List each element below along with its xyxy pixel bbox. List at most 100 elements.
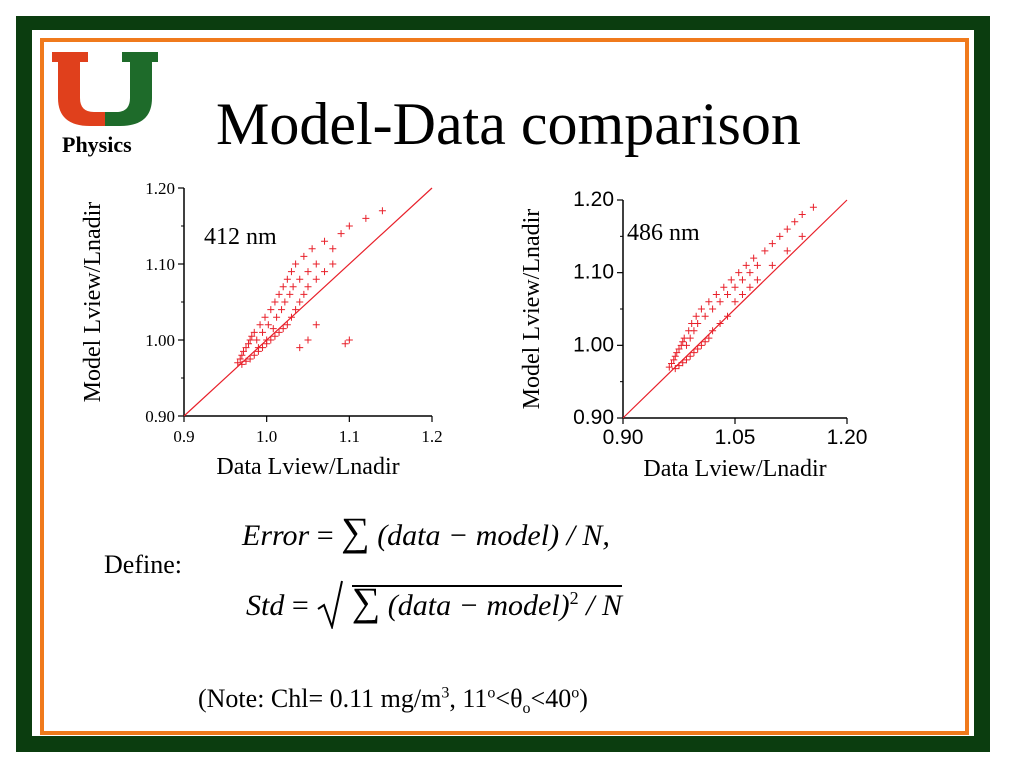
- reference-line: [183, 187, 433, 417]
- note-mid2: <θ: [495, 684, 523, 713]
- data-point: [283, 321, 291, 329]
- data-point: [248, 332, 256, 340]
- data-point: [362, 214, 370, 222]
- logo-text: Physics: [62, 132, 132, 157]
- data-point: [686, 334, 694, 342]
- y-tick-label: 1.10: [573, 261, 614, 284]
- data-point: [267, 336, 275, 344]
- data-point: [304, 336, 312, 344]
- data-point: [761, 247, 769, 255]
- data-point: [709, 305, 717, 313]
- error-formula-equals: =: [316, 519, 334, 552]
- data-point: [716, 298, 724, 306]
- x-tick-label: 1.20: [827, 426, 868, 449]
- reference-line: [622, 199, 848, 419]
- data-point: [798, 232, 806, 240]
- data-point: [768, 261, 776, 269]
- data-point: [701, 312, 709, 320]
- data-point: [341, 340, 349, 348]
- note-sup-unit: 3: [441, 684, 450, 702]
- x-tick-label: 1.05: [715, 426, 756, 449]
- university-u-logo: [52, 52, 158, 126]
- data-point: [283, 275, 291, 283]
- y-axis-label: Model Lview/Lnadir: [80, 202, 106, 403]
- data-point: [378, 207, 386, 215]
- data-point: [709, 327, 717, 335]
- sqrt-sign: [316, 579, 344, 631]
- data-point: [697, 305, 705, 313]
- data-point: [668, 360, 676, 367]
- y-axis-label: Model Lview/Lnadir: [519, 209, 545, 410]
- data-point: [727, 276, 735, 284]
- data-point: [705, 334, 713, 342]
- data-point: [738, 290, 746, 298]
- data-point: [675, 362, 683, 370]
- data-point: [242, 344, 250, 352]
- sqrt-radical-icon: [317, 580, 344, 631]
- data-point: [679, 338, 687, 346]
- data-point: [798, 211, 806, 219]
- wavelength-annotation: 412 nm: [204, 224, 277, 250]
- data-point: [246, 336, 254, 344]
- data-point: [345, 222, 353, 230]
- data-point: [300, 252, 308, 260]
- data-point: [271, 298, 279, 306]
- data-point: [675, 345, 683, 353]
- note-text: (Note: Chl= 0.11 mg/m3, 11o<θo<40o): [198, 684, 588, 718]
- data-point: [694, 345, 702, 353]
- data-point: [753, 276, 761, 284]
- data-point: [304, 268, 312, 276]
- error-formula-sum: ∑: [341, 509, 370, 554]
- x-tick-label: 1.0: [256, 427, 277, 446]
- data-point: [791, 218, 799, 226]
- note-suffix: ): [579, 684, 588, 713]
- data-point: [278, 306, 286, 314]
- data-point: [671, 365, 679, 373]
- data-point: [753, 261, 761, 269]
- data-point: [688, 320, 696, 328]
- data-point: [321, 268, 329, 276]
- data-point: [250, 351, 258, 359]
- data-point: [236, 355, 244, 363]
- data-point: [286, 290, 294, 298]
- data-point: [273, 313, 281, 321]
- data-point: [254, 347, 262, 355]
- data-point: [242, 357, 250, 365]
- data-point: [750, 254, 758, 262]
- data-point: [289, 283, 297, 291]
- x-tick-label: 1.1: [339, 427, 360, 446]
- data-point: [692, 312, 700, 320]
- std-formula-power: 2: [569, 588, 579, 608]
- wavelength-annotation: 486 nm: [627, 220, 700, 246]
- data-point: [742, 261, 750, 269]
- data-point: [308, 245, 316, 253]
- data-point: [246, 355, 254, 363]
- data-point: [731, 283, 739, 291]
- slide-border-orange: [40, 38, 969, 735]
- std-formula-lhs: Std: [246, 589, 285, 622]
- data-point: [337, 230, 345, 238]
- data-point: [279, 283, 287, 291]
- data-point: [690, 327, 698, 335]
- error-formula-lhs: Error: [242, 519, 310, 552]
- data-point: [279, 325, 287, 333]
- data-point: [312, 260, 320, 268]
- data-point: [261, 313, 269, 321]
- data-point: [720, 283, 728, 291]
- data-point: [670, 356, 678, 364]
- data-point: [269, 325, 277, 333]
- std-formula-equals: =: [291, 589, 309, 622]
- data-point: [240, 347, 248, 355]
- x-axis-label: Data Lview/Lnadir: [643, 456, 826, 482]
- data-point: [329, 245, 337, 253]
- data-point: [267, 306, 275, 314]
- error-formula-body: (data − model) / N,: [377, 519, 610, 552]
- data-point: [263, 340, 271, 348]
- note-sup-deg2: o: [571, 684, 580, 702]
- slide-title: Model-Data comparison: [216, 91, 801, 157]
- data-point: [746, 269, 754, 277]
- data-point: [296, 298, 304, 306]
- data-point: [776, 232, 784, 240]
- data-point: [292, 306, 300, 314]
